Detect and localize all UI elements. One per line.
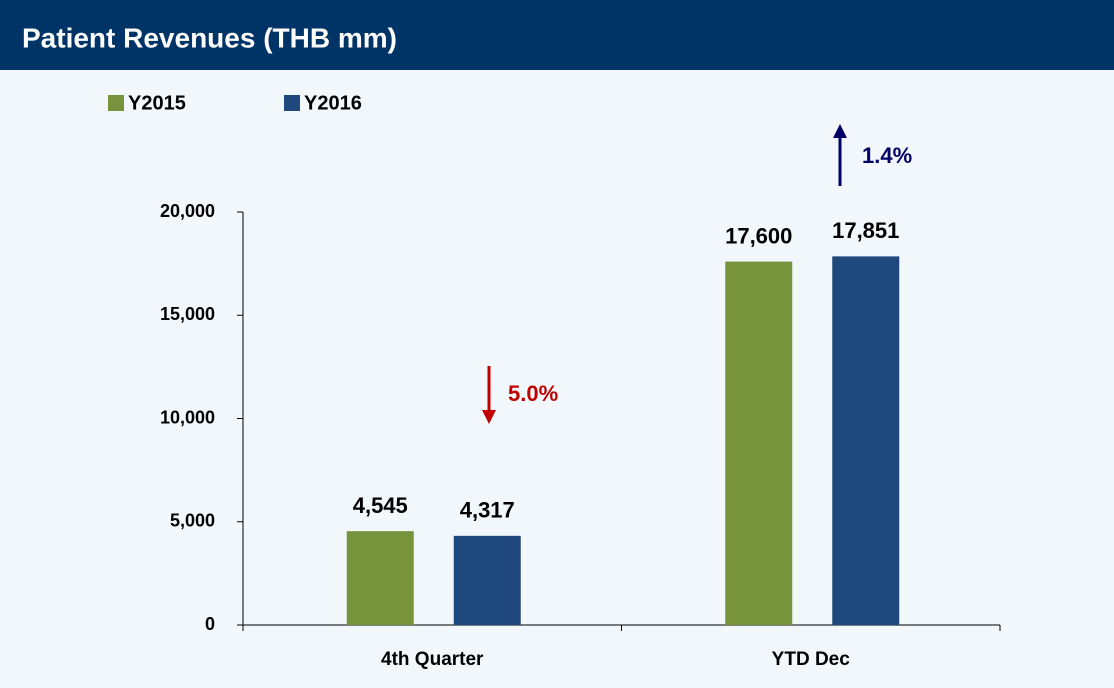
y-tick-label: 10,000 <box>160 407 215 427</box>
bar <box>346 531 414 625</box>
data-label: 17,851 <box>832 218 899 243</box>
x-tick-label: YTD Dec <box>772 649 851 670</box>
chart-title: Patient Revenues (THB mm) <box>22 22 397 53</box>
legend-label: Y2015 <box>128 92 186 114</box>
annotation: 5.0% <box>508 381 558 406</box>
x-tick-label: 4th Quarter <box>381 649 484 670</box>
bar <box>453 535 521 625</box>
annotation-arrow-head <box>833 124 847 138</box>
annotation: 1.4% <box>862 143 912 168</box>
data-label: 4,545 <box>353 493 408 518</box>
bar <box>832 256 900 625</box>
legend-label: Y2016 <box>304 92 362 114</box>
data-label: 4,317 <box>460 498 515 523</box>
y-tick-label: 15,000 <box>160 304 215 324</box>
data-label: 17,600 <box>725 223 792 248</box>
header-bar <box>0 0 1114 70</box>
legend-swatch <box>108 95 124 111</box>
annotation-arrow-head <box>482 410 496 424</box>
y-tick-label: 5,000 <box>170 511 215 531</box>
bar <box>725 261 793 625</box>
y-tick-label: 0 <box>205 614 215 634</box>
y-tick-label: 20,000 <box>160 201 215 221</box>
legend-swatch <box>284 95 300 111</box>
